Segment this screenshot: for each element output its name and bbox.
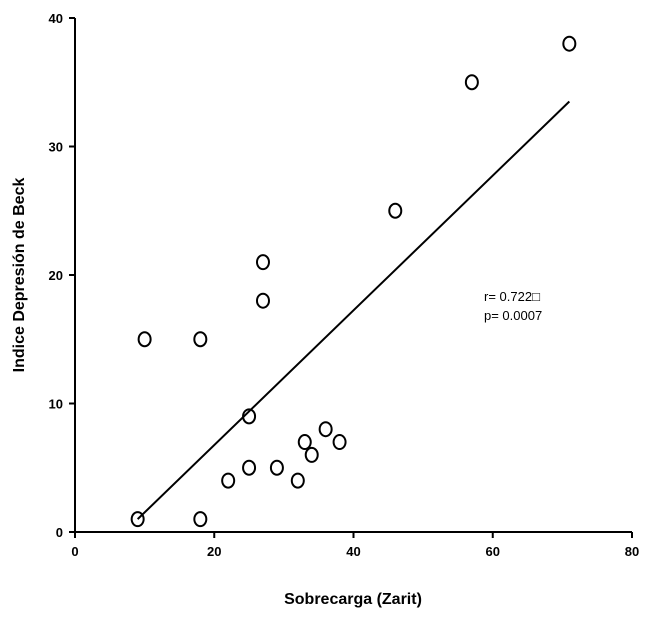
axes	[74, 18, 632, 533]
data-point	[137, 331, 152, 348]
data-point	[221, 472, 236, 489]
x-axis-title: Sobrecarga (Zarit)	[284, 591, 422, 608]
trendline	[136, 100, 571, 520]
p-value-annotation: p= 0.0007	[484, 308, 542, 323]
correlation-annotation: r= 0.722□	[484, 289, 540, 304]
data-point	[193, 511, 208, 528]
data-point	[304, 446, 319, 463]
data-point	[130, 511, 145, 528]
x-tick-label: 0	[71, 544, 78, 559]
data-point	[269, 459, 284, 476]
x-tick-label: 80	[625, 544, 639, 559]
y-tick-label: 30	[49, 140, 63, 155]
data-point	[193, 331, 208, 348]
data-point	[297, 434, 312, 451]
data-point	[388, 202, 403, 219]
y-tick-label: 10	[49, 397, 63, 412]
y-tick-label: 20	[49, 268, 63, 283]
y-tick-label: 0	[56, 525, 63, 540]
data-point	[255, 254, 270, 271]
data-point	[562, 35, 577, 52]
x-tick-label: 20	[207, 544, 221, 559]
y-tick-label: 40	[49, 11, 63, 26]
x-tick-label: 60	[486, 544, 500, 559]
trendline-group	[136, 100, 571, 520]
data-point	[290, 472, 305, 489]
y-axis-title: Indice Depresión de Beck	[11, 178, 28, 373]
x-tick-label: 40	[346, 544, 360, 559]
data-point	[464, 74, 479, 91]
data-point	[255, 292, 270, 309]
data-points	[130, 35, 577, 528]
tick-marks: 0 20 40 60 80 0 10 20 30 40	[49, 11, 640, 559]
data-point	[242, 408, 257, 425]
data-point	[332, 434, 347, 451]
data-point	[242, 459, 257, 476]
data-point	[318, 421, 333, 438]
